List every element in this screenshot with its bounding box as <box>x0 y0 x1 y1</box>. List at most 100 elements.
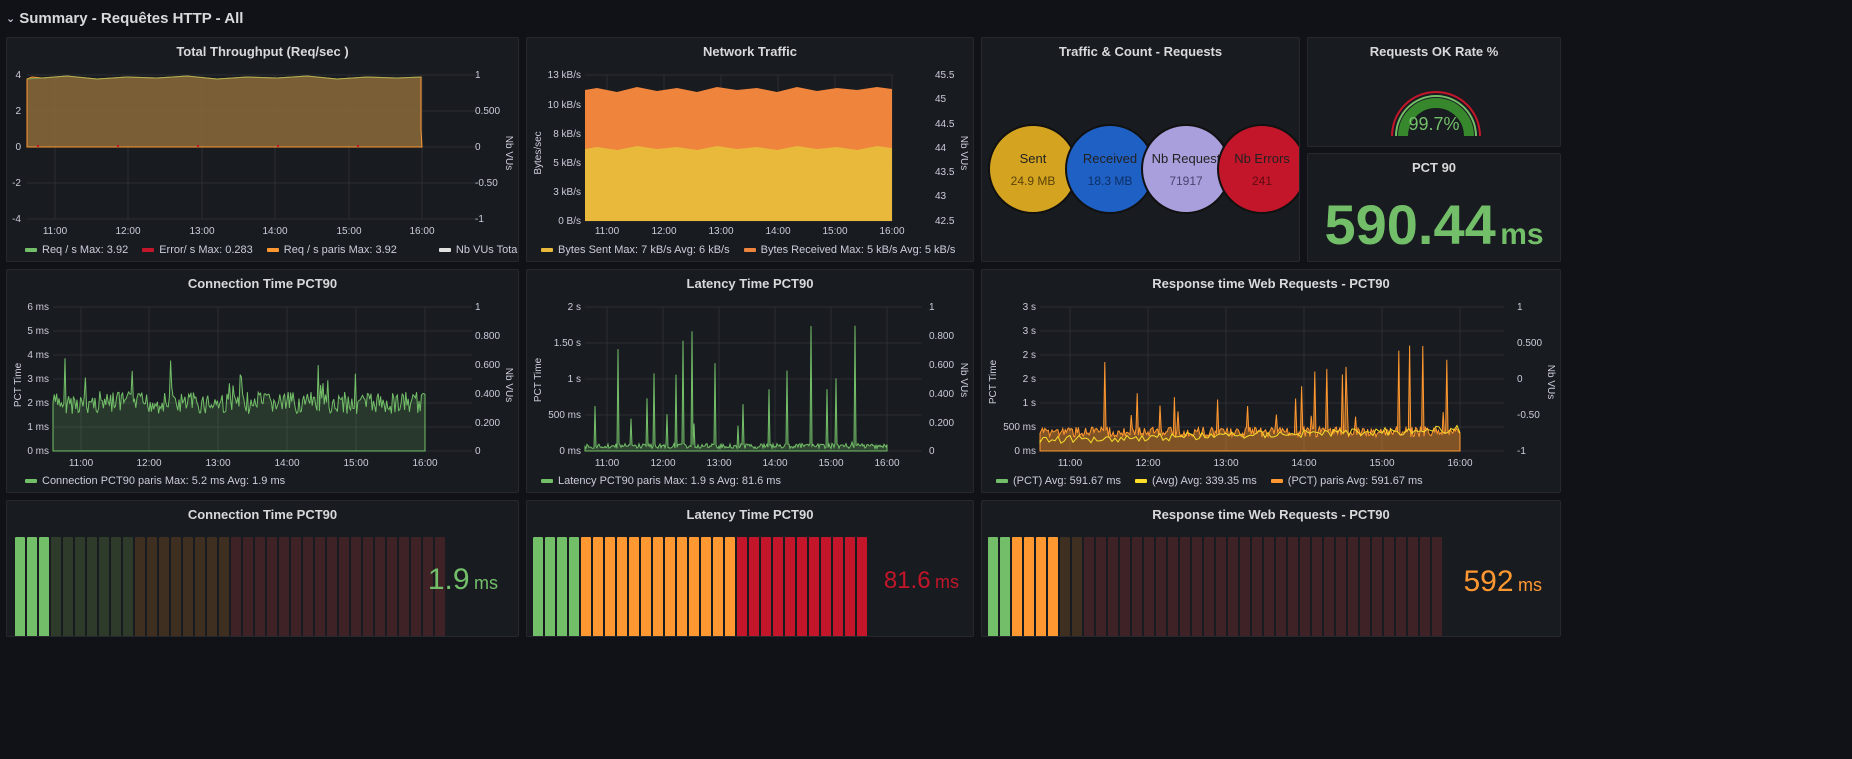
network-chart: 13 kB/s 10 kB/s 8 kB/s 5 kB/s 3 kB/s 0 B… <box>533 70 969 237</box>
gauge-cell <box>387 537 397 636</box>
gauge-cell <box>821 537 831 636</box>
legend-item[interactable]: Error/ s Max: 0.283 <box>142 244 253 256</box>
x-tick: 14:00 <box>1291 458 1316 469</box>
y-tick: 0 ms <box>27 446 49 457</box>
bubble-label: Received <box>1082 150 1138 166</box>
gauge-cell <box>1180 537 1190 636</box>
legend: Latency PCT90 paris Max: 1.9 s Avg: 81.6… <box>541 475 781 487</box>
gauge-cell <box>279 537 289 636</box>
panel-connection-bargauge[interactable]: Connection Time PCT90 1.9 ms <box>6 500 519 637</box>
panel-traffic-count[interactable]: Traffic & Count - Requests Sent 24.9 MB … <box>981 37 1300 262</box>
panel-network-traffic[interactable]: Network Traffic 13 kB/s 10 kB/s 8 kB/s 5… <box>526 37 974 262</box>
panel-pct90[interactable]: PCT 90 590.44 ms <box>1307 153 1561 262</box>
gauge-cell <box>243 537 253 636</box>
gauge-cell <box>1372 537 1382 636</box>
gauge-unit: ms <box>474 573 498 593</box>
bubble-nb-request[interactable]: Nb Request 71917 <box>1141 124 1231 214</box>
gauge-cell <box>1084 537 1094 636</box>
gauge-cell <box>1252 537 1262 636</box>
gauge-cell <box>857 537 867 636</box>
y-tick: 0.200 <box>475 418 500 429</box>
legend-item[interactable]: Nb VUs Total Max: <box>438 244 518 256</box>
legend: Bytes Sent Max: 7 kB/s Avg: 6 kB/s Bytes… <box>541 244 955 256</box>
y-tick: 500 ms <box>548 410 581 421</box>
y-tick: 3 s <box>1023 302 1036 313</box>
y-tick: 4 <box>15 70 21 81</box>
gauge-value: 81.6 ms <box>884 567 959 595</box>
gauge-cell <box>195 537 205 636</box>
gauge-cell <box>1132 537 1142 636</box>
legend-item[interactable]: (Avg) Avg: 339.35 ms <box>1135 475 1257 487</box>
gauge-cell <box>677 537 687 636</box>
gauge-cell <box>39 537 49 636</box>
x-tick: 11:00 <box>69 458 94 469</box>
gauge-cell <box>51 537 61 636</box>
x-tick: 14:00 <box>765 226 790 237</box>
gauge-cell <box>1384 537 1394 636</box>
gauge-cell <box>557 537 567 636</box>
gauge-cell <box>1024 537 1034 636</box>
legend-item[interactable]: Req / s Max: 3.92 <box>25 244 128 256</box>
gauge-cell <box>339 537 349 636</box>
y-tick: 42.5 <box>935 216 955 227</box>
y-tick: 0.400 <box>929 389 954 400</box>
ok-rate-gauge <box>1391 91 1481 137</box>
gauge-number: 592 <box>1463 565 1514 598</box>
panel-title: Connection Time PCT90 <box>187 507 338 522</box>
gauge-cell <box>1168 537 1178 636</box>
gauge-cell <box>713 537 723 636</box>
gauge-cell <box>1420 537 1430 636</box>
panel-title: PCT 90 <box>1411 160 1457 175</box>
gauge-cell <box>1348 537 1358 636</box>
gauge-cell <box>435 537 445 636</box>
panel-total-throughput[interactable]: Total Throughput (Req/sec ) 4 2 0 -2 -4 … <box>6 37 519 262</box>
bubble-received[interactable]: Received 18.3 MB <box>1065 124 1155 214</box>
x-tick: 16:00 <box>412 458 437 469</box>
gauge-cell <box>1156 537 1166 636</box>
legend-item[interactable]: (PCT) Avg: 591.67 ms <box>996 475 1121 487</box>
y-tick: 0.600 <box>475 360 500 371</box>
legend: Req / s Max: 3.92 Error/ s Max: 0.283 Re… <box>25 244 518 256</box>
gauge-cell <box>75 537 85 636</box>
gauge-value: 592 ms <box>1463 565 1542 599</box>
bubble-value: 24.9 MB <box>1010 173 1056 188</box>
bar-gauge-cells <box>533 537 867 636</box>
y-tick: 43.5 <box>935 167 955 178</box>
gauge-value: 1.9 ms <box>428 563 498 597</box>
pct90-value: 590.44 ms <box>1308 192 1560 257</box>
y-tick: 3 kB/s <box>553 187 581 198</box>
panel-ok-rate[interactable]: Requests OK Rate % 99.7% <box>1307 37 1561 147</box>
row-header-summary[interactable]: ⌄ Summary - Requêtes HTTP - All <box>6 10 243 27</box>
x-tick: 13:00 <box>706 458 731 469</box>
y-tick: 3 s <box>1023 326 1036 337</box>
y-tick: 45.5 <box>935 70 955 81</box>
legend-item[interactable]: Req / s paris Max: 3.92 <box>266 244 397 256</box>
y-tick: 0.800 <box>929 331 954 342</box>
legend-item[interactable]: Bytes Received Max: 5 kB/s Avg: 5 kB/s <box>743 244 955 256</box>
panel-latency-bargauge[interactable]: Latency Time PCT90 81.6 ms <box>526 500 974 637</box>
panel-latency-time[interactable]: Latency Time PCT90 2 s 1.50 s 1 s 500 ms… <box>526 269 974 493</box>
bar-gauge-cells <box>15 537 445 636</box>
gauge-cell <box>1000 537 1010 636</box>
legend-item[interactable]: Connection PCT90 paris Max: 5.2 ms Avg: … <box>25 475 285 487</box>
gauge-cell <box>315 537 325 636</box>
x-tick: 12:00 <box>650 458 675 469</box>
gauge-cell <box>761 537 771 636</box>
y-tick: 0.600 <box>929 360 954 371</box>
axis-label: Nb VUs <box>503 136 514 170</box>
y-tick: 8 kB/s <box>553 129 581 140</box>
chevron-down-icon: ⌄ <box>6 13 16 25</box>
legend-item[interactable]: (PCT) paris Avg: 591.67 ms <box>1270 475 1423 487</box>
y-tick: 1 <box>475 302 481 313</box>
y-tick: 0.500 <box>475 106 500 117</box>
panel-connection-time[interactable]: Connection Time PCT90 6 ms 5 ms 4 ms 3 m… <box>6 269 519 493</box>
axis-label: PCT Time <box>988 359 999 404</box>
panel-response-bargauge[interactable]: Response time Web Requests - PCT90 592 m… <box>981 500 1561 637</box>
bubble-sent[interactable]: Sent 24.9 MB <box>988 124 1078 214</box>
bubble-nb-errors[interactable]: Nb Errors 241 <box>1217 124 1299 214</box>
panel-response-time[interactable]: Response time Web Requests - PCT90 3 s 3… <box>981 269 1561 493</box>
x-tick: 15:00 <box>822 226 847 237</box>
throughput-chart: 4 2 0 -2 -4 1 0.500 0 -0.50 -1 Nb VUs 11… <box>12 70 514 237</box>
legend-item[interactable]: Latency PCT90 paris Max: 1.9 s Avg: 81.6… <box>541 475 781 487</box>
legend-item[interactable]: Bytes Sent Max: 7 kB/s Avg: 6 kB/s <box>541 244 730 256</box>
